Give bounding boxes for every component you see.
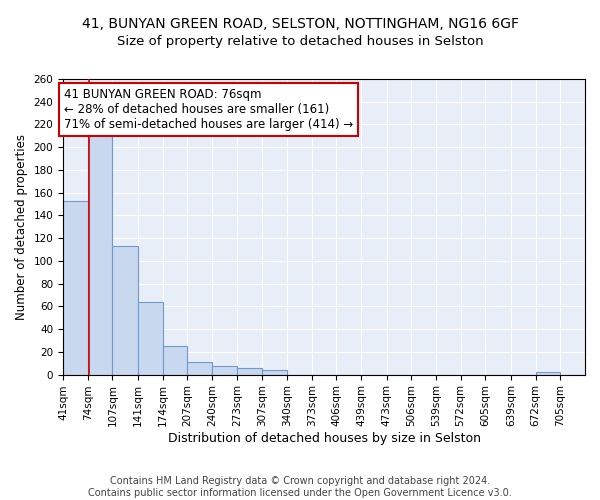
Bar	[163, 346, 187, 374]
Bar	[237, 368, 262, 374]
Bar	[187, 362, 212, 374]
Text: 41, BUNYAN GREEN ROAD, SELSTON, NOTTINGHAM, NG16 6GF: 41, BUNYAN GREEN ROAD, SELSTON, NOTTINGH…	[82, 18, 518, 32]
Bar	[63, 200, 88, 374]
Bar	[88, 136, 112, 374]
Bar	[536, 372, 560, 374]
Bar	[262, 370, 287, 374]
Y-axis label: Number of detached properties: Number of detached properties	[15, 134, 28, 320]
Bar	[138, 302, 163, 374]
Bar	[212, 366, 237, 374]
Text: Size of property relative to detached houses in Selston: Size of property relative to detached ho…	[116, 35, 484, 48]
Text: 41 BUNYAN GREEN ROAD: 76sqm
← 28% of detached houses are smaller (161)
71% of se: 41 BUNYAN GREEN ROAD: 76sqm ← 28% of det…	[64, 88, 353, 131]
Text: Contains HM Land Registry data © Crown copyright and database right 2024.
Contai: Contains HM Land Registry data © Crown c…	[88, 476, 512, 498]
Bar	[112, 246, 138, 374]
X-axis label: Distribution of detached houses by size in Selston: Distribution of detached houses by size …	[167, 432, 481, 445]
